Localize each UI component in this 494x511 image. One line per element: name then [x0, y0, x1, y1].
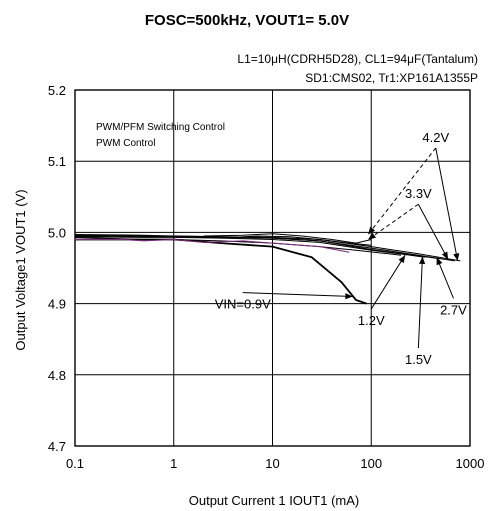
y-axis-ticks: 4.7 4.8 4.9 5.0 5.1 5.2 — [48, 83, 66, 454]
y-tick-label: 5.0 — [48, 225, 66, 240]
annotation-arrow — [367, 203, 419, 240]
x-axis-ticks: 0.1 1 10 100 1000 — [66, 456, 485, 471]
x-tick-label: 0.1 — [66, 456, 84, 471]
chart-subtitle-line-1: L1=10μH(CDRH5D28), CL1=94μF(Tantalum) — [237, 52, 478, 66]
legend-entry-pwm: PWM Control — [96, 138, 155, 149]
annotation-label-3: VIN=0.9V — [215, 297, 271, 312]
plot-area — [74, 89, 471, 447]
series-line-8 — [203, 233, 372, 244]
y-tick-label: 4.8 — [48, 368, 66, 383]
annotation-label-6: 1.5V — [405, 352, 432, 367]
x-tick-label: 10 — [265, 456, 279, 471]
data-series — [74, 233, 461, 305]
annotation-arrow — [417, 203, 449, 260]
annotation-arrow — [242, 292, 353, 297]
x-tick-label: 1000 — [456, 456, 485, 471]
y-axis-label: Output Voltage1 VOUT1 (V) — [13, 189, 28, 350]
chart-title: FOSC=500kHz, VOUT1= 5.0V — [145, 12, 349, 29]
series-line-7 — [75, 239, 350, 253]
annotation-arrow — [435, 147, 459, 261]
annotation-arrow — [417, 256, 423, 349]
annotation-arrowhead — [441, 251, 449, 260]
legend: PWM/PFM Switching Control PWM Control — [96, 122, 225, 149]
y-tick-label: 5.2 — [48, 83, 66, 98]
x-tick-label: 1 — [170, 456, 177, 471]
annotations: 4.2V 3.3V VIN=0.9V 1.2V 2.7V 1.5V — [215, 130, 467, 367]
series-line-5 — [74, 234, 455, 262]
series-line-6 — [74, 234, 461, 262]
annotation-arrowhead — [436, 257, 443, 266]
annotation-arrowhead — [453, 253, 460, 261]
annotation-label-5: 2.7V — [440, 302, 467, 317]
annotation-arrow — [367, 147, 437, 235]
annotation-arrowhead — [368, 232, 376, 240]
annotation-arrowhead — [345, 293, 353, 300]
series-line-1 — [75, 238, 367, 305]
legend-entry-pwm-pfm: PWM/PFM Switching Control — [96, 122, 225, 133]
x-axis-label: Output Current 1 IOUT1 (mA) — [189, 493, 360, 508]
x-tick-label: 100 — [360, 456, 382, 471]
annotation-label-1: 4.2V — [422, 130, 449, 145]
annotation-arrowhead — [368, 226, 376, 235]
y-tick-label: 4.7 — [48, 439, 66, 454]
annotation-arrowhead — [398, 255, 406, 264]
annotation-label-2: 3.3V — [405, 186, 432, 201]
annotation-arrow — [370, 254, 406, 310]
y-tick-label: 4.9 — [48, 297, 66, 312]
series-line-9 — [220, 235, 372, 246]
chart-subtitle-line-2: SD1:CMS02, Tr1:XP161A1355P — [305, 71, 478, 85]
annotation-label-4: 1.2V — [358, 313, 385, 328]
y-tick-label: 5.1 — [48, 154, 66, 169]
annotation-arrowhead — [419, 256, 426, 265]
